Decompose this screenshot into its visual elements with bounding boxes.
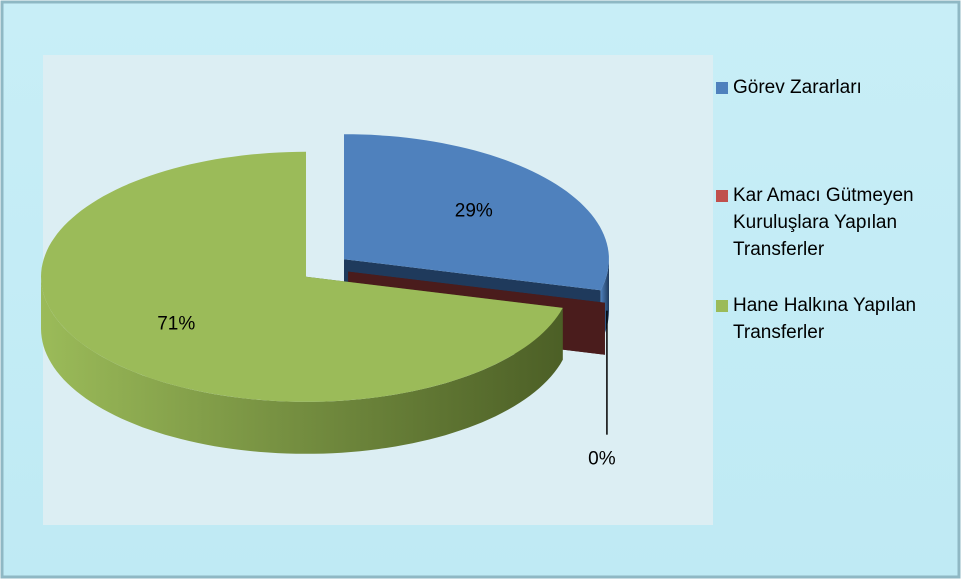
legend-swatch — [716, 82, 728, 94]
data-label: 29% — [455, 201, 493, 222]
data-label: 71% — [157, 313, 195, 334]
slice-wall — [41, 276, 563, 454]
data-label: 0% — [588, 449, 616, 470]
slice-top — [344, 134, 609, 291]
pie-slice — [41, 151, 563, 454]
legend-label: Kar Amacı Gütmeyen Kuruluşlara Yapılan T… — [733, 185, 914, 260]
legend-swatch — [716, 190, 728, 202]
legend-swatch — [716, 300, 728, 312]
slice-top — [41, 151, 563, 402]
legend-label: Görev Zararları — [733, 77, 862, 98]
legend-label: Hane Halkına Yapılan Transferler — [733, 295, 917, 343]
